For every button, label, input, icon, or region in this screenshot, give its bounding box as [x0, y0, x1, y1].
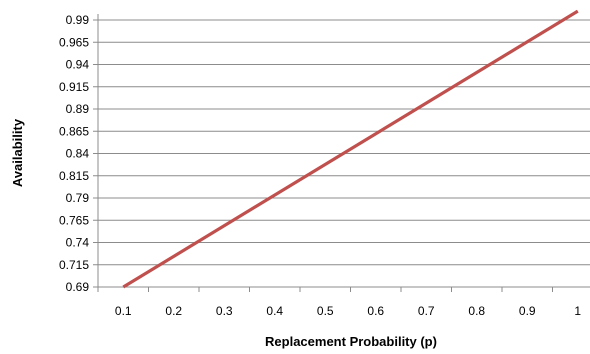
y-tick-label: 0.89	[66, 102, 90, 116]
y-axis-title: Availability	[10, 118, 25, 187]
y-tick-label: 0.765	[59, 213, 89, 227]
y-tick-label: 0.965	[59, 35, 89, 49]
x-tick-label: 0.2	[165, 304, 182, 318]
y-tick-label: 0.69	[66, 280, 90, 294]
x-tick-label: 0.9	[519, 304, 536, 318]
x-tick-label: 1	[574, 304, 581, 318]
y-tick-label: 0.99	[66, 13, 90, 27]
x-tick-label: 0.5	[317, 304, 334, 318]
x-tick-labels: 0.1 0.2 0.3 0.4 0.5 0.6 0.7 0.8 0.9 1	[115, 304, 582, 318]
series-lines	[122, 9, 579, 289]
x-tick-label: 0.3	[216, 304, 233, 318]
x-tick-label: 0.4	[266, 304, 283, 318]
y-tick-label: 0.865	[59, 124, 89, 138]
x-tick-label: 0.6	[367, 304, 384, 318]
y-tick-label: 0.94	[66, 58, 90, 72]
y-tick-label: 0.715	[59, 258, 89, 272]
x-tick-label: 0.1	[115, 304, 132, 318]
y-tick-label: 0.915	[59, 80, 89, 94]
series-line	[122, 9, 579, 289]
axes	[93, 14, 590, 292]
x-tick-label: 0.8	[468, 304, 485, 318]
y-tick-labels: 0.69 0.715 0.74 0.765 0.79 0.815 0.84 0.865 0.89…	[59, 13, 89, 294]
y-tick-label: 0.84	[66, 147, 90, 161]
y-tick-label: 0.815	[59, 169, 89, 183]
gridlines	[98, 19, 590, 266]
y-tick-label: 0.79	[66, 191, 90, 205]
x-axis-title: Replacement Probability (p)	[265, 334, 437, 349]
y-tick-label: 0.74	[66, 236, 90, 250]
x-tick-label: 0.7	[418, 304, 435, 318]
